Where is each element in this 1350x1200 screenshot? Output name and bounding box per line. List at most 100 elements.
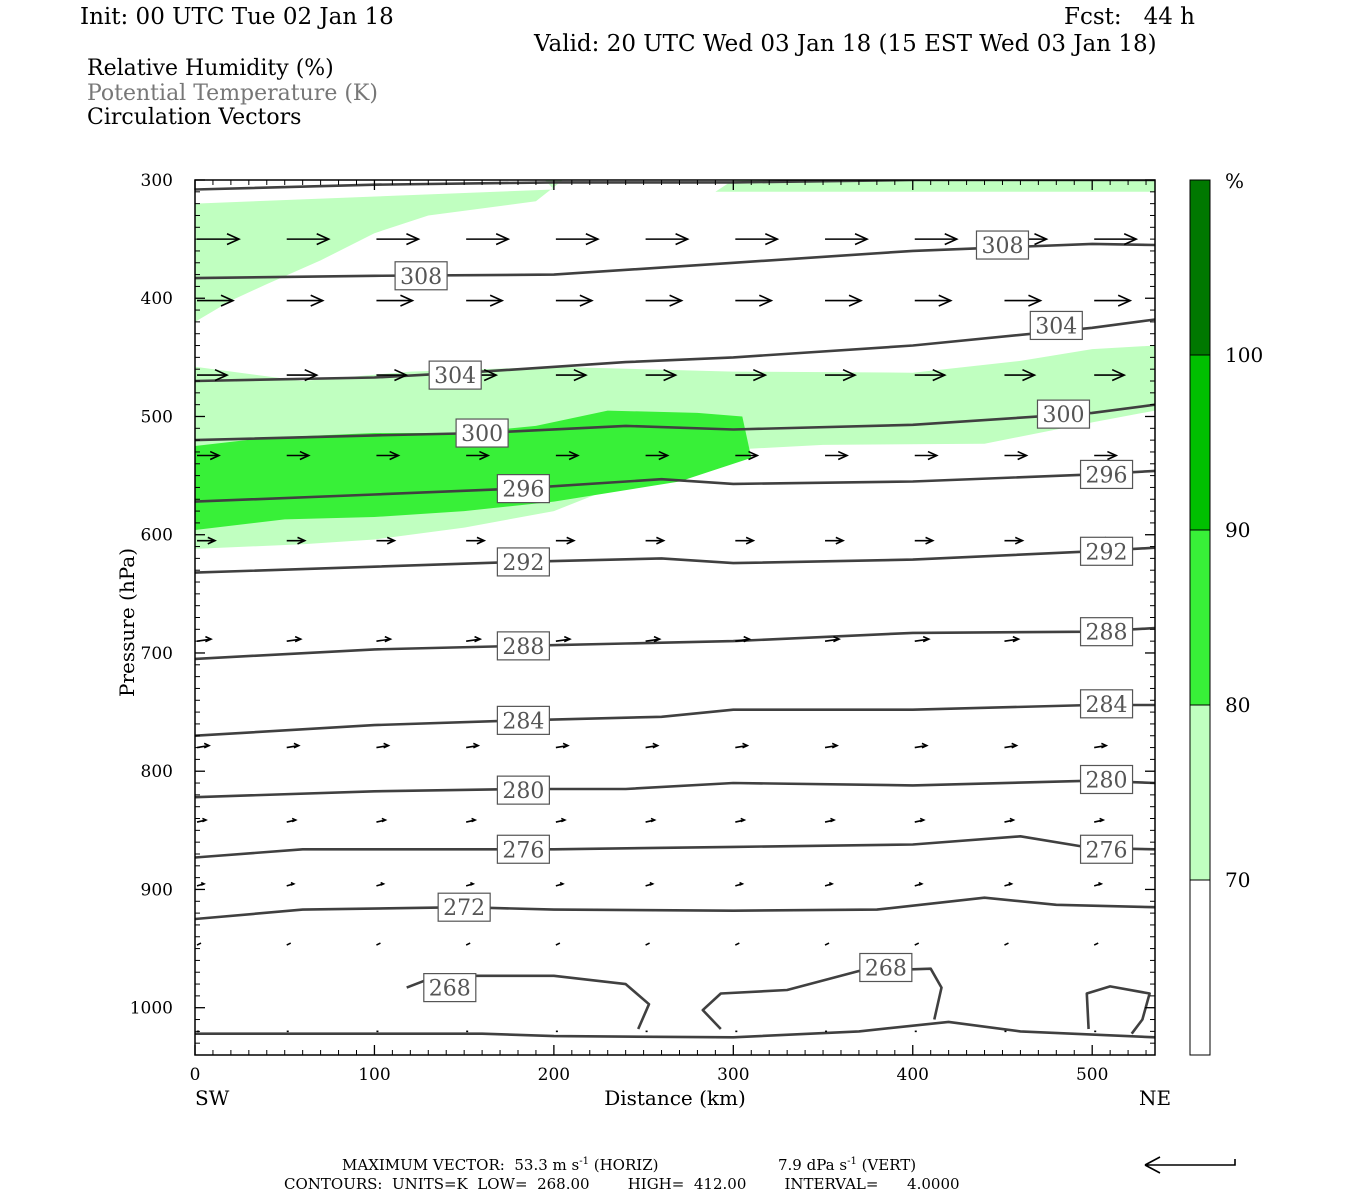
vector-head: [220, 294, 235, 307]
isentrope-label-308-box: [394, 261, 448, 291]
vector-head: [944, 232, 959, 246]
colorbar-segment-2: [1189, 529, 1211, 706]
x-tick-label-300: 300: [717, 1065, 749, 1085]
vector-head: [479, 450, 491, 461]
circulation-vector: [286, 635, 303, 643]
circulation-vector: [645, 450, 670, 461]
circulation-vector: [286, 742, 301, 749]
vert-suffix: (VERT): [856, 1156, 917, 1174]
circulation-vector: [914, 294, 953, 307]
circulation-vector: [1094, 294, 1133, 307]
circulation-vector: [1004, 294, 1043, 307]
vector-head: [495, 232, 511, 246]
isentrope-label-308-alt: 308: [981, 234, 1023, 259]
vector-head: [562, 742, 570, 749]
vector-shaft: [734, 942, 740, 946]
circulation-vector: [555, 942, 561, 946]
isentrope-292-line-0: [195, 546, 1155, 574]
isentrope-label-292-box: [496, 547, 550, 577]
vector-head: [304, 368, 319, 382]
vector-head: [384, 635, 393, 643]
max-vector-vert: 7.9 dPa s-1 (VERT): [778, 1156, 916, 1174]
y-tick-label-600: 600: [141, 526, 173, 546]
circulation-vector: [196, 817, 208, 823]
vector-head: [566, 536, 576, 545]
circulation-vector: [555, 881, 565, 887]
circulation-vector: [734, 942, 740, 946]
circulation-vector: [735, 635, 752, 643]
circulation-vector: [555, 742, 570, 749]
vector-head: [209, 450, 221, 461]
circulation-vector: [824, 881, 834, 887]
x-tick-label-400: 400: [897, 1065, 929, 1085]
vector-shaft: [824, 942, 830, 946]
isentrope-label-276-alt-box: [1079, 834, 1134, 864]
isentrope-label-300-box: [455, 418, 509, 448]
vector-head: [291, 817, 298, 823]
circulation-vector: [824, 635, 841, 643]
max-vector-horiz: MAXIMUM VECTOR: 53.3 m s: [342, 1156, 580, 1174]
vector-head: [932, 368, 947, 382]
circulation-vector: [286, 942, 292, 946]
isentrope-268-line-3: [1085, 985, 1151, 1035]
x-end-label-right: NE: [1139, 1086, 1171, 1110]
circulation-vector: [286, 294, 325, 307]
vector-head: [739, 881, 745, 886]
vector-shaft: [286, 942, 292, 946]
vector-head: [203, 742, 211, 749]
circulation-vector: [1004, 817, 1016, 823]
circulation-vector: [1004, 942, 1009, 946]
vector-head: [474, 635, 483, 643]
circulation-vector: [376, 232, 421, 246]
vector-shaft: [555, 942, 561, 946]
vector-head: [380, 881, 386, 886]
vector-head: [653, 635, 662, 643]
circulation-vector: [197, 450, 221, 461]
vector-head: [918, 881, 924, 886]
vert-value: 7.9 dPa s: [778, 1156, 848, 1174]
circulation-vector: [645, 232, 690, 246]
vector-head: [745, 536, 756, 545]
circulation-vector: [555, 635, 572, 643]
circulation-vector: [735, 881, 745, 887]
isentrope-label-300: 300: [461, 422, 503, 447]
circulation-vector: [645, 881, 655, 887]
circulation-vector: [1004, 635, 1021, 643]
vector-head: [1008, 881, 1014, 886]
circulation-vector: [286, 536, 307, 545]
vector-head: [297, 536, 307, 545]
circulation-vector: [825, 536, 845, 545]
circulation-vector: [286, 368, 319, 382]
vector-head: [473, 742, 481, 749]
vector-head: [921, 742, 929, 749]
vector-head: [842, 368, 857, 382]
circulation-vector: [1094, 742, 1109, 749]
circulation-vector: [735, 742, 750, 749]
vector-head: [743, 635, 752, 643]
vector-head: [740, 817, 747, 823]
vector-head: [1017, 450, 1029, 461]
vector-head: [758, 294, 774, 307]
circulation-vector: [376, 817, 388, 823]
circulation-vector: [914, 232, 959, 246]
vector-head: [1099, 817, 1106, 823]
isentrope-label-268-alt-box: [859, 952, 913, 983]
circulation-vector: [286, 232, 331, 246]
vector-head: [568, 450, 580, 461]
circulation-vector: [196, 881, 206, 887]
circulation-vector: [1093, 881, 1104, 887]
vector-head: [658, 450, 670, 461]
vector-head: [400, 294, 415, 307]
vert-exponent: -1: [847, 1156, 857, 1167]
colorbar-unit: %: [1225, 169, 1244, 193]
circulation-vector: [645, 368, 678, 382]
isentrope-label-296-box: [496, 474, 550, 504]
vector-head: [316, 232, 331, 246]
circulation-vector: [197, 294, 235, 307]
circulation-vector: [466, 450, 491, 461]
circulation-vector: [197, 536, 217, 545]
circulation-vector: [1094, 368, 1127, 382]
vector-head: [559, 881, 565, 886]
vector-head: [828, 881, 834, 886]
circulation-vector: [914, 450, 939, 461]
